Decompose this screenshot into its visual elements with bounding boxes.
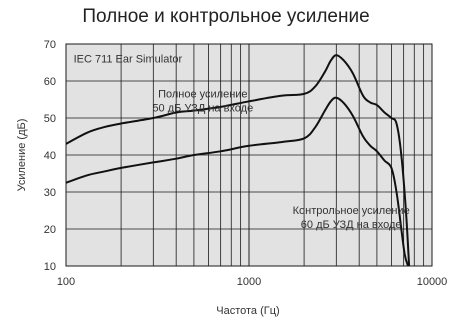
y-tick-label: 70 <box>44 39 56 51</box>
y-tick-label: 50 <box>44 113 56 125</box>
x-axis-label: Частота (Гц) <box>216 305 279 317</box>
annotation-label: 60 дБ УЗД на входе <box>301 219 402 231</box>
tick-labels: 100 1000 10000 10 20 30 40 50 60 70 <box>44 39 448 288</box>
annotation-label: Полное усиление <box>158 89 247 101</box>
annotations: IEC 711 Ear Simulator Полное усиление 50 д… <box>74 54 410 232</box>
annotation-label: IEC 711 Ear Simulator <box>74 54 183 66</box>
x-tick-label: 100 <box>57 276 75 288</box>
y-tick-label: 20 <box>44 224 56 236</box>
grid <box>65 43 433 267</box>
y-tick-label: 30 <box>44 187 56 199</box>
y-tick-label: 40 <box>44 150 56 162</box>
series-line-full-gain <box>65 54 411 267</box>
annotation-label: 50 дБ УЗД на входе <box>152 103 253 115</box>
x-tick-label: 10000 <box>417 276 448 288</box>
x-tick-label: 1000 <box>237 276 261 288</box>
chart-title: Полное и контрольное усиление <box>82 6 370 27</box>
annotation-label: Контрольное усиление <box>293 205 410 217</box>
plot-frame <box>65 43 433 267</box>
y-tick-label: 60 <box>44 76 56 88</box>
series-line-reference-gain <box>65 96 410 267</box>
series-group <box>65 54 411 267</box>
y-axis-label: Усиление (дБ) <box>16 119 28 192</box>
y-tick-label: 10 <box>44 261 56 273</box>
